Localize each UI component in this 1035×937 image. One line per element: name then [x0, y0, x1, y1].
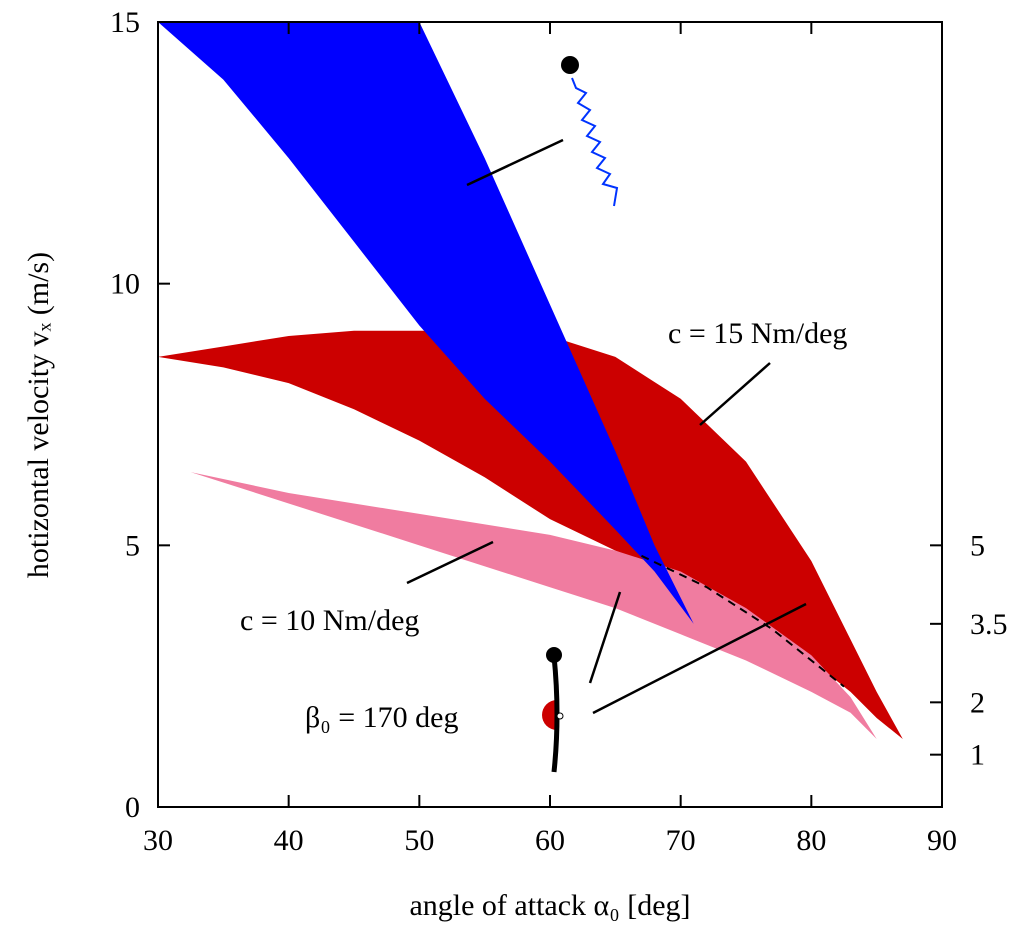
- leader-line: [406, 540, 494, 585]
- x-tick-label: 60: [535, 824, 565, 857]
- leader-line: [588, 591, 622, 684]
- annotation: β₀ = 170 deg: [305, 701, 458, 734]
- x-tick-label: 90: [927, 824, 957, 857]
- leader-line: [592, 602, 807, 715]
- spring-icon: [561, 56, 619, 207]
- x-tick-label: 30: [143, 824, 173, 857]
- annotation: c = 10 Nm/deg: [240, 604, 419, 637]
- y-tick-label: 10: [110, 268, 140, 301]
- y2-tick-label: 3.5: [970, 608, 1008, 641]
- leader-line: [699, 362, 771, 426]
- x-axis-title: angle of attack α₀ [deg]: [409, 889, 690, 922]
- y-tick-label: 5: [125, 529, 140, 562]
- leader-line: [466, 138, 564, 187]
- x-tick-label: 50: [404, 824, 434, 857]
- y2-tick-label: 2: [970, 686, 985, 719]
- y2-tick-label: 1: [970, 739, 985, 772]
- y2-tick-label: 5: [970, 529, 985, 562]
- y-tick-label: 15: [110, 6, 140, 39]
- dashed-line: [641, 554, 845, 688]
- y-tick-label: 0: [125, 791, 140, 824]
- plot-area: [158, 22, 903, 739]
- band: [158, 22, 694, 624]
- x-tick-label: 80: [796, 824, 826, 857]
- band: [190, 472, 877, 739]
- annotation: c = 15 Nm/deg: [668, 317, 847, 350]
- y-axis-title: hotizontal velocity vₓ (m/s): [22, 252, 55, 578]
- x-tick-label: 40: [274, 824, 304, 857]
- x-tick-label: 70: [666, 824, 696, 857]
- leg-icon: [542, 647, 564, 773]
